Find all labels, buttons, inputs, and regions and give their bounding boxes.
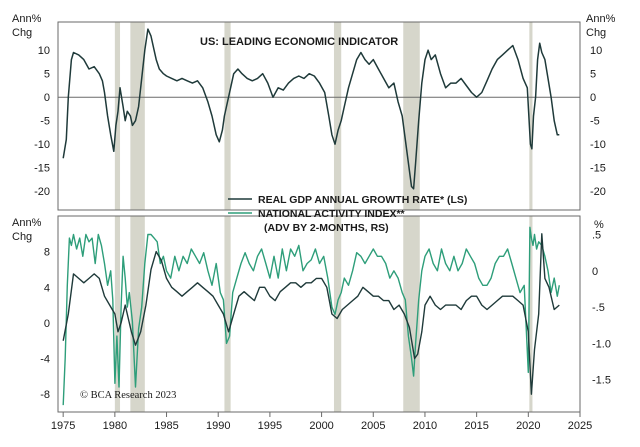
bottom-series-group (62, 226, 560, 406)
top-left-unit-line1: Ann% (12, 13, 42, 25)
bottom-right-unit: % (594, 219, 604, 231)
top-y-ticks: 10 10 5 5 0 0 -5 -5 -10 -10 -15 -15 -20 -20 (34, 45, 606, 198)
legend-label-gdp: REAL GDP ANNUAL GROWTH RATE* (LS) (258, 194, 467, 206)
top-right-tick-label: -20 (590, 186, 606, 198)
bottom-right-tick-label: -1.5 (592, 375, 611, 387)
x-tick-label: 2005 (361, 420, 385, 432)
bottom-y-ticks: 8 4 0 -4 -8 .5 0 -.5 -1.0 -1.5 (40, 230, 611, 402)
x-tick-label: 2015 (464, 420, 488, 432)
top-left-tick-label: -15 (34, 163, 50, 175)
top-left-tick-label: 10 (38, 45, 50, 57)
top-left-tick-label: -20 (34, 186, 50, 198)
credit-text: © BCA Research 2023 (80, 390, 176, 401)
recession-band (403, 216, 420, 412)
recession-band (333, 216, 342, 412)
x-tick-label: 1975 (51, 420, 75, 432)
bottom-left-tick-label: -4 (40, 354, 50, 366)
recession-band (114, 216, 121, 412)
bottom-right-tick-label: -.5 (592, 302, 605, 314)
gdp-growth-line (62, 233, 560, 395)
x-tick-label: 2000 (309, 420, 333, 432)
bottom-left-unit-line2: Chg (12, 231, 32, 243)
bottom-right-tick-label: 0 (592, 266, 598, 278)
recession-band (130, 216, 145, 412)
bottom-left-tick-label: 4 (44, 282, 50, 294)
bottom-right-tick-label: .5 (592, 230, 601, 242)
top-left-tick-label: -5 (40, 116, 50, 128)
legend-label-activity-note: (ADV BY 2-MONTHS, RS) (264, 222, 389, 234)
top-right-tick-label: 0 (590, 92, 596, 104)
x-tick-label: 1995 (258, 420, 282, 432)
x-tick-label: 2025 (568, 420, 592, 432)
top-series-group (62, 28, 560, 190)
bottom-right-tick-label: -1.0 (592, 338, 611, 350)
top-left-tick-label: 5 (44, 69, 50, 81)
x-tick-label: 2020 (516, 420, 540, 432)
recession-band (529, 22, 533, 210)
top-right-tick-label: 5 (590, 69, 596, 81)
top-left-unit-line2: Chg (12, 27, 32, 39)
legend-label-activity: NATIONAL ACTIVITY INDEX** (258, 208, 406, 220)
x-tick-label: 1980 (103, 420, 127, 432)
x-axis-ticks: 1975 1980 1985 1990 1995 2000 2005 2010 2015 2020… (51, 412, 592, 432)
top-right-tick-label: -15 (590, 163, 606, 175)
top-right-tick-label: -5 (590, 116, 600, 128)
top-right-unit-line2: Chg (586, 27, 606, 39)
bottom-left-tick-label: 0 (44, 318, 50, 330)
bottom-left-tick-label: 8 (44, 247, 50, 259)
chart-title: US: LEADING ECONOMIC INDICATOR (200, 36, 398, 48)
recession-band (130, 22, 145, 210)
recession-band (529, 216, 533, 412)
recession-band (224, 216, 231, 412)
leading-indicator-line (62, 28, 560, 190)
bottom-left-tick-label: -8 (40, 389, 50, 401)
top-right-unit-line1: Ann% (586, 13, 616, 25)
x-tick-label: 1985 (154, 420, 178, 432)
x-tick-label: 2010 (413, 420, 437, 432)
x-tick-label: 1990 (206, 420, 230, 432)
recession-band (333, 22, 342, 210)
top-panel-frame (57, 21, 581, 211)
recession-band (224, 22, 231, 210)
activity-index-line (62, 226, 560, 406)
top-left-tick-label: -10 (34, 139, 50, 151)
top-recession-bands (114, 22, 533, 210)
top-right-tick-label: 10 (590, 45, 602, 57)
bottom-panel-frame (57, 215, 581, 413)
top-right-tick-label: -10 (590, 139, 606, 151)
bottom-recession-bands (114, 216, 533, 412)
bottom-left-unit-line1: Ann% (12, 217, 42, 229)
top-left-tick-label: 0 (44, 92, 50, 104)
